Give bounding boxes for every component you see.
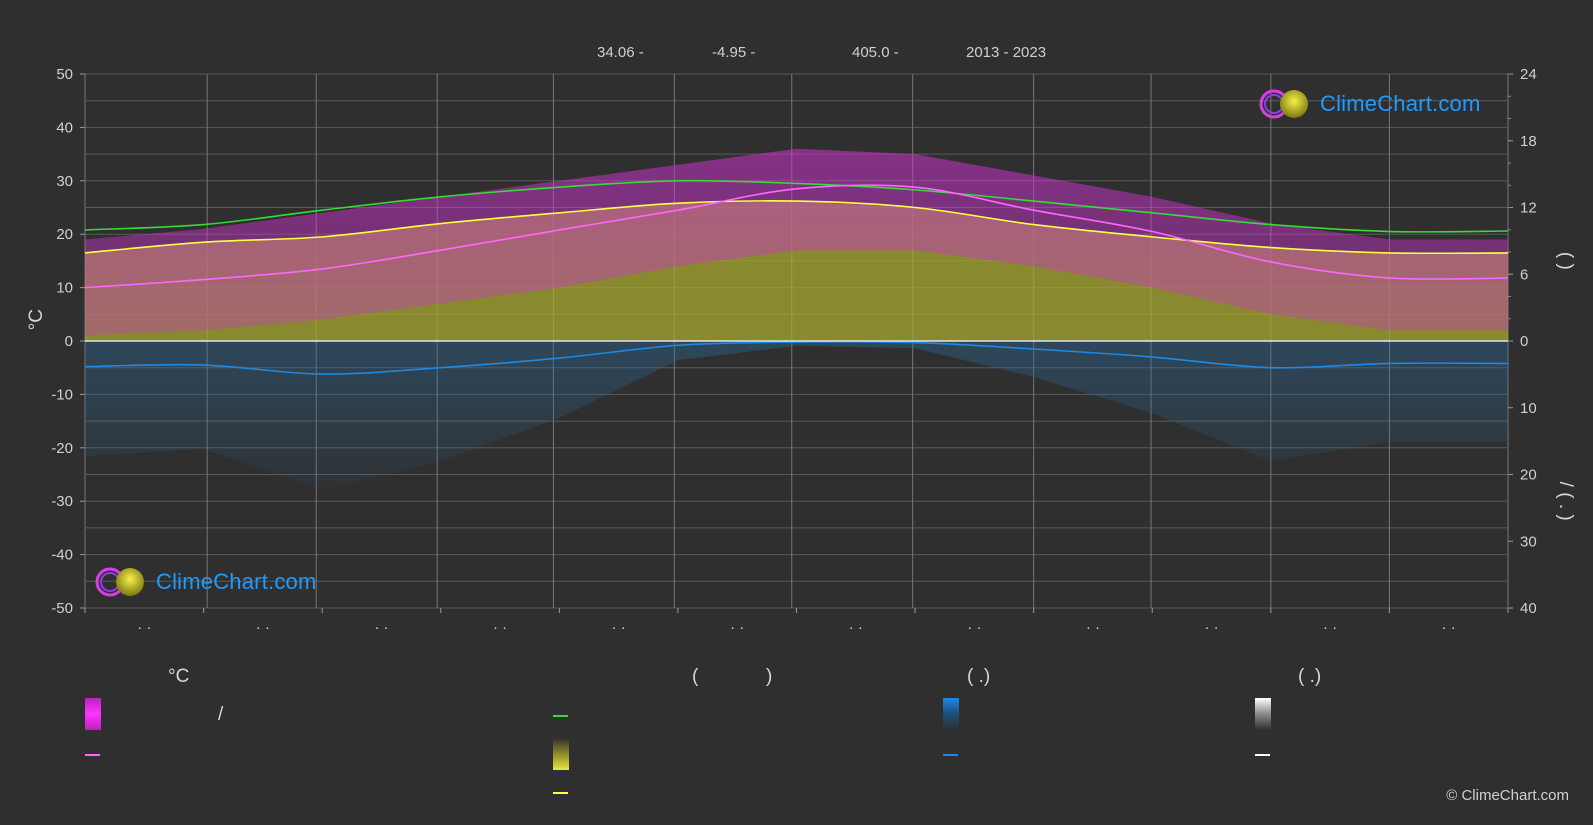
y-left-axis-label: °C [26, 309, 47, 330]
legend-daylight-line [553, 715, 568, 717]
x-tick-label: · · [1204, 619, 1218, 636]
y-left-tick-label: 50 [56, 66, 73, 83]
y-right-tick-label: 24 [1520, 66, 1537, 83]
logo-text: ClimeChart.com [156, 569, 317, 594]
legend-snow-swatch [1255, 698, 1271, 730]
y-left-tick-label: -40 [51, 547, 73, 564]
y-right-tick-label: 6 [1520, 266, 1528, 283]
series-line-precip-mean [84, 340, 1509, 375]
x-tick-label: · · [1086, 619, 1100, 636]
y-left-tick-label: 10 [56, 280, 73, 297]
legend-temp-mean-line [85, 754, 100, 756]
y-right-tick-label: 40 [1520, 600, 1537, 617]
x-tick-label: · · [967, 619, 981, 636]
legend-snow-title: ( .) [1298, 666, 1322, 687]
y-right-tick-label: 20 [1520, 467, 1537, 484]
y-left-tick-label: 40 [56, 119, 73, 136]
logo-text: ClimeChart.com [1320, 91, 1481, 116]
x-tick-label: · · [612, 619, 626, 636]
logo-bottom[interactable]: ClimeChart.com [94, 566, 317, 598]
y-left-tick-label: -10 [51, 386, 73, 403]
climechart-logo-icon [1259, 89, 1308, 119]
x-tick-label: · · [374, 619, 388, 636]
legend-sun-title-open: ( [692, 666, 699, 687]
series-line-sunshine-mean [84, 200, 1509, 255]
header-latitude: 34.06 - [597, 44, 644, 61]
y-right-tick-label: 30 [1520, 533, 1537, 550]
precip-band [85, 341, 1508, 490]
legend-temp-title: °C [168, 666, 190, 687]
copyright: © ClimeChart.com [1446, 787, 1569, 804]
x-tick-label: · · [1442, 619, 1456, 636]
y-left-tick-label: -50 [51, 600, 73, 617]
legend-snow-line [1255, 754, 1270, 756]
series-line-daylight [84, 179, 1509, 233]
legend-temp-range-swatch [85, 698, 101, 730]
header-elevation: 405.0 - [852, 44, 899, 61]
x-tick-label: · · [730, 619, 744, 636]
y-right-tick-label: 10 [1520, 400, 1537, 417]
legend-temp-slash: / [218, 704, 224, 725]
legend-rain-title: ( .) [967, 666, 991, 687]
y-right-tick-label: 18 [1520, 133, 1537, 150]
logo-top[interactable]: ClimeChart.com [1258, 88, 1481, 120]
legend-sun-title-close: ) [766, 666, 773, 687]
legend-sunshine-swatch [553, 738, 569, 770]
y-left-tick-label: 20 [56, 226, 73, 243]
header-longitude: -4.95 - [712, 44, 756, 61]
legend-precip-swatch [943, 698, 959, 730]
x-tick-label: · · [137, 619, 151, 636]
header-years: 2013 - 2023 [966, 44, 1047, 61]
y-left-tick-label: 30 [56, 173, 73, 190]
y-right-tick-label: 0 [1520, 333, 1528, 350]
legend-precip-line [943, 754, 958, 756]
x-tick-label: · · [1323, 619, 1337, 636]
temperature-band [85, 148, 1508, 336]
y-right-tick-label: 12 [1520, 200, 1537, 217]
y-right-axis-label-bottom: / ( . ) [1555, 482, 1576, 521]
y-left-tick-label: 0 [65, 333, 73, 350]
y-left-tick-label: -30 [51, 493, 73, 510]
legend-sunshine-line [553, 792, 568, 794]
x-tick-label: · · [849, 619, 863, 636]
climechart-logo-icon [95, 567, 144, 597]
x-tick-label: · · [493, 619, 507, 636]
x-tick-label: · · [256, 619, 270, 636]
y-left-tick-label: -20 [51, 440, 73, 457]
y-right-axis-label-top: ( ) [1555, 252, 1576, 270]
series-line-temp-mean [84, 184, 1509, 289]
